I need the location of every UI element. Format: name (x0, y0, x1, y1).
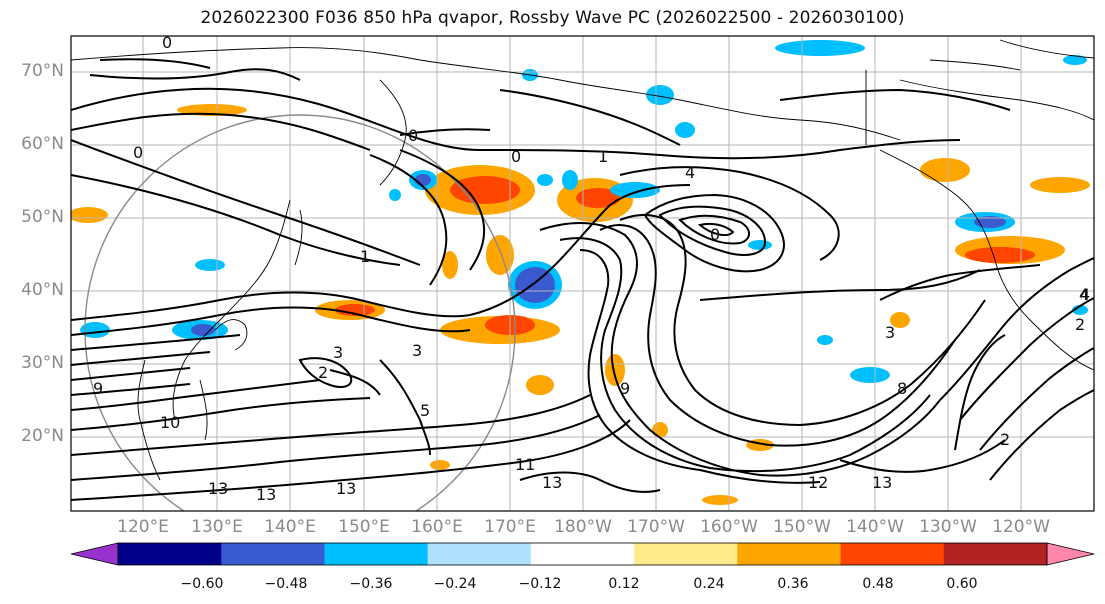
contour-label: 0 (408, 126, 418, 145)
contour-lines (71, 58, 1094, 501)
colorbar-cell (530, 543, 635, 565)
colorbar-tick-label: 0.60 (946, 576, 978, 592)
contour-label: 2 (318, 363, 328, 382)
lon-tick-label: 150°E (338, 517, 390, 537)
lat-lon-gridlines (71, 36, 1094, 511)
map-frame (70, 35, 1095, 512)
contour-label: 11 (515, 455, 535, 474)
colorbar-outline (117, 542, 1048, 566)
contour-label: 2 (1000, 430, 1010, 449)
colorbar-cell (221, 543, 325, 565)
contour-label-group: 0 0 0 0 0 1 1 4 4 3 3 2 3 9 10 13 13 13 … (93, 33, 1090, 504)
colorbar-tick-label: −0.36 (349, 576, 393, 592)
lat-tick-label: 30°N (21, 353, 64, 373)
lon-tick-label: 140°W (846, 517, 904, 537)
contour-label: 4 (1080, 285, 1090, 304)
colorbar-cell (737, 543, 842, 565)
colorbar-tick-label: 0.24 (693, 576, 725, 592)
contour-label: 4 (1079, 285, 1089, 304)
contour-label: 13 (256, 485, 276, 504)
colorbar-cell (634, 543, 738, 565)
contour-label: 5 (420, 401, 430, 420)
contour-label: 2 (1075, 315, 1085, 334)
colorbar-cell (943, 543, 1048, 565)
colorbar-tick-label: −0.60 (180, 576, 224, 592)
contour-label: 0 (710, 225, 720, 244)
colorbar-right-extension (1046, 542, 1095, 566)
contour-label: 3 (885, 323, 895, 342)
lon-tick-label: 180°W (554, 517, 612, 537)
colorbar-cells (118, 543, 1048, 565)
positive-anomaly-shading (71, 104, 1090, 505)
contour-label: 3 (412, 341, 422, 360)
page-title: 2026022300 F036 850 hPa qvapor, Rossby W… (200, 8, 905, 28)
contour-label: 13 (542, 473, 562, 492)
lat-tick-label: 40°N (21, 280, 64, 300)
contour-label: 1 (360, 247, 370, 266)
negative-anomaly-shading (80, 40, 1088, 383)
contour-label: 13 (208, 479, 228, 498)
colorbar-tick-label: 0.36 (777, 576, 809, 592)
colorbar-tick-label: 0.12 (608, 576, 640, 592)
contour-label: 4 (685, 163, 695, 182)
colorbar-cell (324, 543, 429, 565)
colorbar-tick-label: −0.24 (433, 576, 477, 592)
lon-tick-label: 130°E (191, 517, 243, 537)
lon-tick-label: 160°W (700, 517, 758, 537)
lat-tick-label: 20°N (21, 426, 64, 446)
lon-tick-label: 120°E (117, 517, 169, 537)
contour-label: 3 (333, 343, 343, 362)
contour-label: 9 (620, 379, 630, 398)
lon-tick-label: 140°E (264, 517, 316, 537)
contour-label: 0 (162, 33, 172, 52)
colorbar-tick-label: 0.48 (862, 576, 894, 592)
colorbar-cell (840, 543, 945, 565)
lat-tick-label: 60°N (21, 134, 64, 154)
colorbar-tick-label: −0.12 (518, 576, 562, 592)
colorbar-tick-label: −0.48 (264, 576, 308, 592)
lon-tick-label: 160°E (411, 517, 463, 537)
lon-tick-label: 170°E (484, 517, 536, 537)
colorbar-left-extension (70, 542, 119, 566)
contour-label: 13 (872, 473, 892, 492)
contour-label: 9 (93, 379, 103, 398)
lon-tick-label: 120°W (992, 517, 1050, 537)
lon-tick-label: 130°W (919, 517, 977, 537)
contour-label: 10 (160, 413, 180, 432)
colorbar (70, 542, 1095, 566)
colorbar-cell (427, 543, 532, 565)
contour-label: 1 (598, 147, 608, 166)
contour-label: 0 (511, 147, 521, 166)
contour-label: 13 (336, 479, 356, 498)
lon-tick-label: 170°W (627, 517, 685, 537)
reference-circle (84, 114, 516, 511)
contour-label: 8 (897, 379, 907, 398)
contour-label: 12 (808, 473, 828, 492)
colorbar-cell (118, 543, 222, 565)
lat-tick-label: 50°N (21, 207, 64, 227)
lat-tick-label: 70°N (21, 61, 64, 81)
lon-tick-label: 150°W (773, 517, 831, 537)
contour-label: 0 (133, 143, 143, 162)
